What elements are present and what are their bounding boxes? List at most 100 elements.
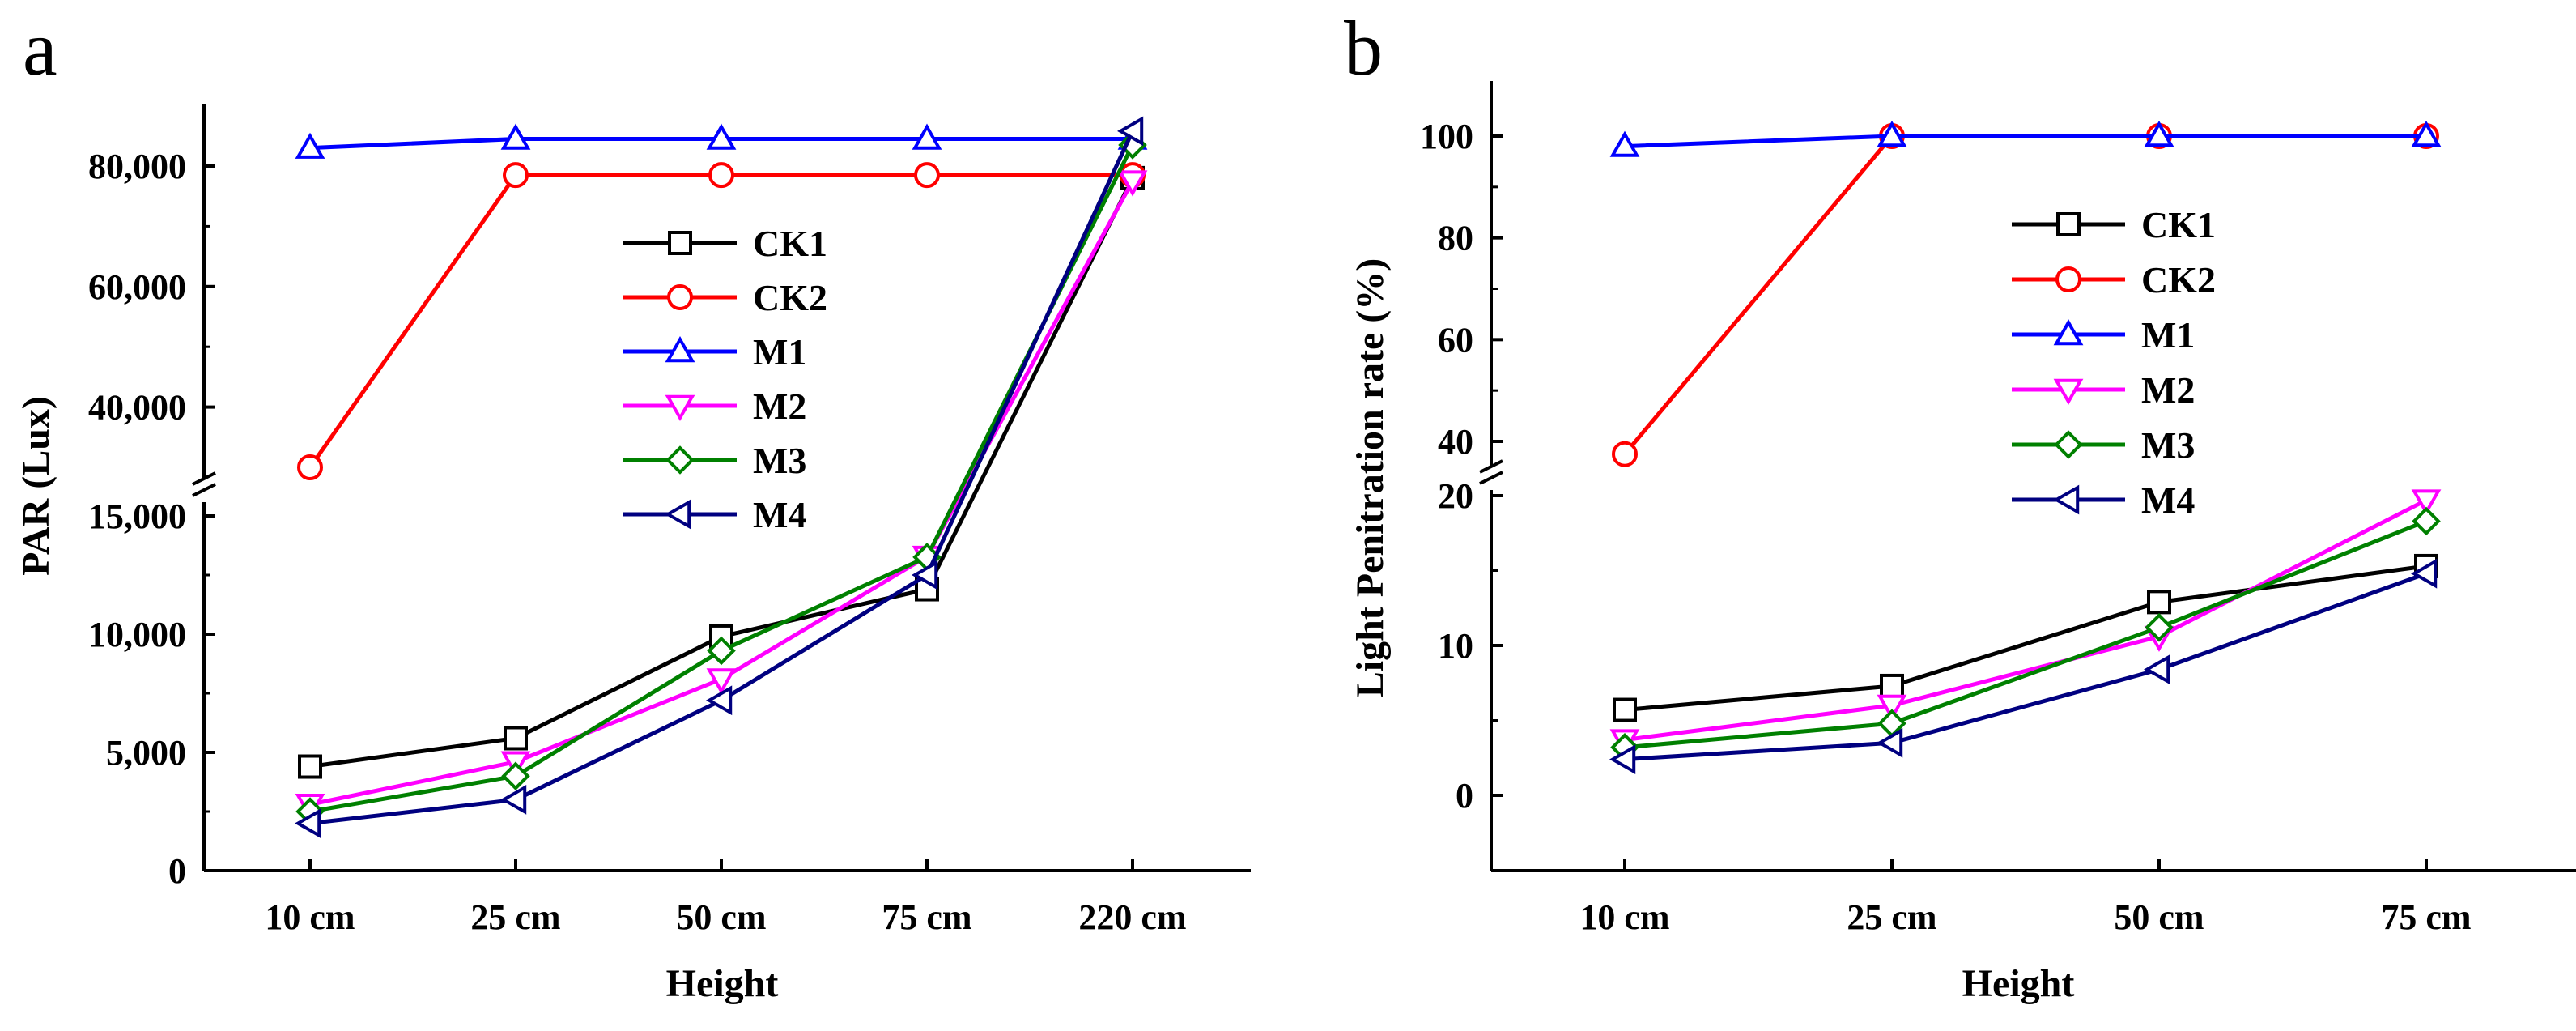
data-point-ck2 xyxy=(297,454,323,480)
panel-b-y-label: Light Penitration rate (%) xyxy=(1349,258,1392,698)
data-point-ck1 xyxy=(1613,697,1637,722)
series-line-m2 xyxy=(1624,498,2428,743)
y-tick-label: 40 xyxy=(1438,422,1473,462)
data-point-m1 xyxy=(2144,121,2174,147)
legend-label-m2: M2 xyxy=(753,386,806,427)
data-point-ck1 xyxy=(1880,673,1904,698)
panel-b-legend: CK1 CK2 M1 M2 M3 M4 xyxy=(2012,204,2216,521)
legend-marker-m2 xyxy=(665,394,695,421)
data-point-ck2 xyxy=(1612,441,1638,467)
legend-label-ck2: CK2 xyxy=(753,277,827,318)
series-line-m3 xyxy=(1624,519,2427,750)
data-point-m1 xyxy=(912,123,942,150)
y-tick-label: 0 xyxy=(168,851,186,891)
panel-b: b 0 10 20 40 60 80 100 10 cm 25 cm 50 cm 75 cm He… xyxy=(1344,5,2576,1005)
data-point-ck1 xyxy=(2147,590,2171,615)
series-line-m1 xyxy=(1624,134,2426,149)
panel-a: a 0 5,000 10,000 15,000 40,000 60,000 80,000 1… xyxy=(15,5,1251,1005)
data-point-m1 xyxy=(1609,130,1640,157)
legend-label-m3: M3 xyxy=(2141,424,2195,466)
y-tick-label: 10 xyxy=(1438,626,1473,666)
y-tick-label: 20 xyxy=(1438,476,1473,516)
data-point-m2 xyxy=(1117,170,1148,197)
x-tick-label: 50 cm xyxy=(676,897,766,937)
x-tick-label: 75 cm xyxy=(882,897,971,937)
legend-marker-ck1 xyxy=(2056,212,2081,236)
legend-marker-m1 xyxy=(665,336,695,363)
data-point-ck1 xyxy=(298,754,322,779)
data-point-m2 xyxy=(706,668,737,695)
legend-label-ck1: CK1 xyxy=(2141,204,2216,245)
data-point-m1 xyxy=(1877,121,1907,147)
panel-b-axis-break-2 xyxy=(1479,459,1503,474)
x-tick-label: 25 cm xyxy=(470,897,560,937)
series-line-ck1 xyxy=(1624,564,2427,713)
x-tick-label: 75 cm xyxy=(2381,897,2471,937)
data-point-m4 xyxy=(1877,727,1903,758)
panel-b-x-label: Height xyxy=(1962,962,2075,1005)
x-tick-label: 25 cm xyxy=(1847,897,1936,937)
data-point-m4 xyxy=(706,685,733,716)
series-line-ck2 xyxy=(1623,134,2426,456)
panel-a-legend: CK1 CK2 M1 M2 M3 M4 xyxy=(623,223,827,535)
data-point-m4 xyxy=(2144,654,2170,684)
legend-marker-m1 xyxy=(2053,319,2084,346)
data-point-ck1 xyxy=(504,726,528,751)
panel-a-x-label: Height xyxy=(666,962,779,1005)
y-tick-label: 80 xyxy=(1438,219,1473,258)
data-point-ck2 xyxy=(708,162,734,189)
legend-label-m3: M3 xyxy=(753,440,806,481)
x-tick-label: 50 cm xyxy=(2114,897,2204,937)
legend-marker-m3 xyxy=(2054,430,2083,459)
data-point-m1 xyxy=(2411,121,2442,147)
data-point-m4 xyxy=(1117,116,1144,147)
legend-label-m2: M2 xyxy=(2141,369,2195,411)
data-point-m4 xyxy=(500,785,527,815)
y-tick-label: 100 xyxy=(1420,117,1473,156)
data-point-m3 xyxy=(707,636,736,666)
data-point-m3 xyxy=(501,761,530,790)
panel-b-series xyxy=(1609,121,2442,774)
panel-b-axes xyxy=(1479,81,2576,872)
y-tick-label: 15,000 xyxy=(88,496,186,536)
data-point-m2 xyxy=(2411,489,2442,516)
panel-a-axis-break-1 xyxy=(192,483,216,497)
panel-b-y-ticks: 0 10 20 40 60 80 100 xyxy=(1420,117,1503,816)
legend-label-m4: M4 xyxy=(753,494,806,535)
data-point-m3 xyxy=(2145,613,2174,642)
y-tick-label: 10,000 xyxy=(88,615,186,654)
data-point-m2 xyxy=(1877,694,1907,721)
panel-a-series xyxy=(295,116,1148,838)
legend-label-m1: M1 xyxy=(753,331,806,373)
series-line-m2 xyxy=(309,180,1135,807)
panel-b-x-ticks: 10 cm 25 cm 50 cm 75 cm xyxy=(1579,859,2472,937)
data-point-m4 xyxy=(2411,558,2438,589)
panel-a-x-ticks: 10 cm 25 cm 50 cm 75 cm 220 cm xyxy=(265,859,1187,937)
data-point-m4 xyxy=(295,808,321,838)
legend-marker-ck2 xyxy=(2055,266,2081,292)
panel-b-axis-break-1 xyxy=(1479,471,1503,485)
x-tick-label: 220 cm xyxy=(1078,897,1186,937)
legend-label-ck2: CK2 xyxy=(2141,259,2216,300)
data-point-m1 xyxy=(295,132,325,159)
data-point-ck2 xyxy=(914,162,940,189)
legend-label-m1: M1 xyxy=(2141,314,2195,356)
legend-marker-m3 xyxy=(665,445,695,475)
panel-a-axis-break-2 xyxy=(192,471,216,486)
data-point-m1 xyxy=(706,123,737,150)
y-tick-label: 60 xyxy=(1438,320,1473,360)
data-point-m1 xyxy=(500,123,531,150)
y-tick-label: 80,000 xyxy=(88,147,186,186)
panel-a-y-label: PAR (Lux) xyxy=(15,396,57,576)
y-tick-label: 0 xyxy=(1456,776,1473,816)
data-point-ck2 xyxy=(503,162,529,189)
panel-b-letter: b xyxy=(1344,5,1383,92)
series-line-m4 xyxy=(1624,571,2427,762)
legend-label-m4: M4 xyxy=(2141,479,2195,521)
legend-marker-ck2 xyxy=(667,284,693,310)
legend-marker-ck1 xyxy=(668,231,692,255)
y-tick-label: 5,000 xyxy=(106,733,186,773)
panel-a-y-ticks: 0 5,000 10,000 15,000 40,000 60,000 80,000 xyxy=(88,147,215,891)
legend-marker-m4 xyxy=(665,499,691,530)
